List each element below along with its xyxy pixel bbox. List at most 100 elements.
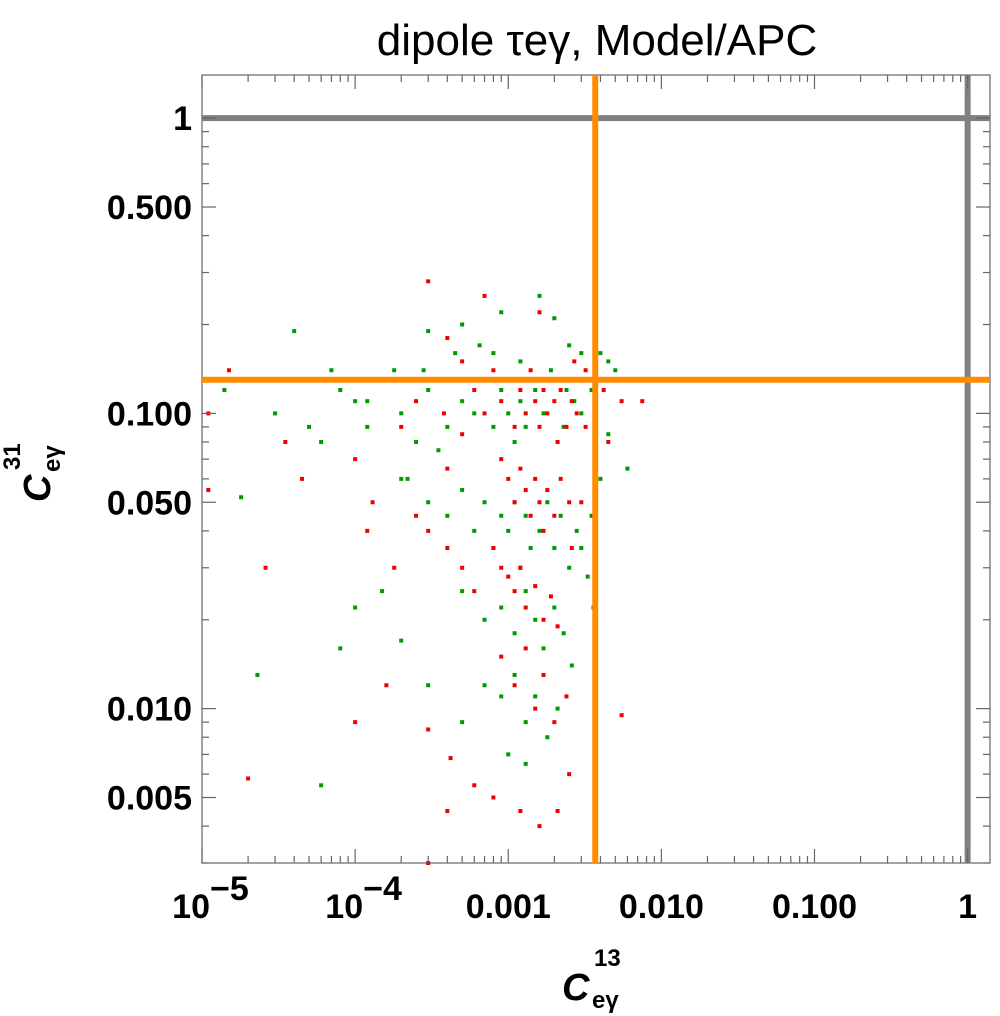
data-point xyxy=(414,439,419,444)
data-point xyxy=(537,528,542,533)
data-point xyxy=(499,694,504,699)
data-point xyxy=(619,713,624,718)
data-point xyxy=(499,310,504,315)
data-point xyxy=(445,466,450,471)
data-point xyxy=(300,476,305,481)
data-point xyxy=(555,624,560,629)
data-point xyxy=(537,293,542,298)
y-tick-label: 1 xyxy=(173,100,192,138)
data-point xyxy=(579,411,584,416)
data-point xyxy=(545,411,550,416)
data-point xyxy=(426,727,431,732)
data-point xyxy=(512,589,517,594)
data-point xyxy=(365,424,370,429)
data-point xyxy=(555,439,560,444)
data-point xyxy=(541,646,546,651)
x-label-base: C xyxy=(562,967,590,1009)
data-point xyxy=(523,589,528,594)
data-point xyxy=(399,638,404,643)
data-point xyxy=(518,399,523,404)
data-point xyxy=(392,565,397,570)
data-point xyxy=(574,411,579,416)
data-point xyxy=(572,399,577,404)
data-point xyxy=(426,388,431,393)
data-point xyxy=(206,488,211,493)
data-point xyxy=(528,368,533,373)
points-layer xyxy=(206,279,645,865)
data-point xyxy=(518,565,523,570)
x-label-sup: 13 xyxy=(594,945,621,972)
data-point xyxy=(263,565,268,570)
data-point xyxy=(491,368,496,373)
data-point xyxy=(482,617,487,622)
data-point xyxy=(552,316,557,321)
data-point xyxy=(579,500,584,505)
data-point xyxy=(472,388,477,393)
data-point xyxy=(491,545,496,550)
data-point xyxy=(482,411,487,416)
data-point xyxy=(567,772,572,777)
data-point xyxy=(533,476,538,481)
data-point xyxy=(239,495,244,500)
data-point xyxy=(528,513,533,518)
data-point xyxy=(319,439,324,444)
x-tick-label: 0.001 xyxy=(466,888,551,926)
data-point xyxy=(436,448,441,453)
data-point xyxy=(523,646,528,651)
data-point xyxy=(353,399,358,404)
data-point xyxy=(472,528,477,533)
data-point xyxy=(405,476,410,481)
data-point xyxy=(537,310,542,315)
data-point xyxy=(399,476,404,481)
data-point xyxy=(460,565,465,570)
data-point xyxy=(523,411,528,416)
data-point xyxy=(518,359,523,364)
data-point xyxy=(512,631,517,636)
y-label-sup: 31 xyxy=(0,443,26,470)
data-point xyxy=(548,594,553,599)
data-point xyxy=(460,322,465,327)
data-point xyxy=(512,424,517,429)
data-point xyxy=(567,565,572,570)
data-point xyxy=(541,528,546,533)
data-point xyxy=(512,439,517,444)
data-point xyxy=(506,476,511,481)
data-point xyxy=(460,589,465,594)
data-point xyxy=(426,528,431,533)
data-point xyxy=(506,752,511,757)
data-point xyxy=(523,605,528,610)
data-point xyxy=(292,329,297,334)
data-point xyxy=(426,329,431,334)
data-point xyxy=(541,672,546,677)
data-point xyxy=(445,424,450,429)
data-point xyxy=(506,528,511,533)
y-tick-label: 0.005 xyxy=(107,780,192,818)
data-point xyxy=(533,399,538,404)
x-tick-label: 10 xyxy=(325,888,363,926)
data-point xyxy=(518,809,523,814)
data-point xyxy=(226,368,231,373)
data-point xyxy=(555,706,560,711)
data-point xyxy=(491,351,496,356)
data-point xyxy=(441,411,446,416)
x-tick-label: 0.100 xyxy=(772,888,857,926)
data-point xyxy=(533,584,538,589)
data-point xyxy=(583,424,588,429)
data-point xyxy=(460,399,465,404)
data-point xyxy=(561,631,566,636)
data-point xyxy=(273,411,278,416)
data-point xyxy=(545,500,550,505)
data-point xyxy=(329,368,334,373)
data-point xyxy=(561,424,566,429)
data-point xyxy=(353,457,358,462)
data-point xyxy=(537,424,542,429)
data-point xyxy=(399,424,404,429)
data-point xyxy=(533,694,538,699)
data-point xyxy=(558,476,563,481)
data-point xyxy=(421,368,426,373)
data-point xyxy=(460,432,465,437)
data-point xyxy=(472,783,477,788)
data-point xyxy=(512,500,517,505)
y-tick-label: 0.050 xyxy=(107,484,192,522)
